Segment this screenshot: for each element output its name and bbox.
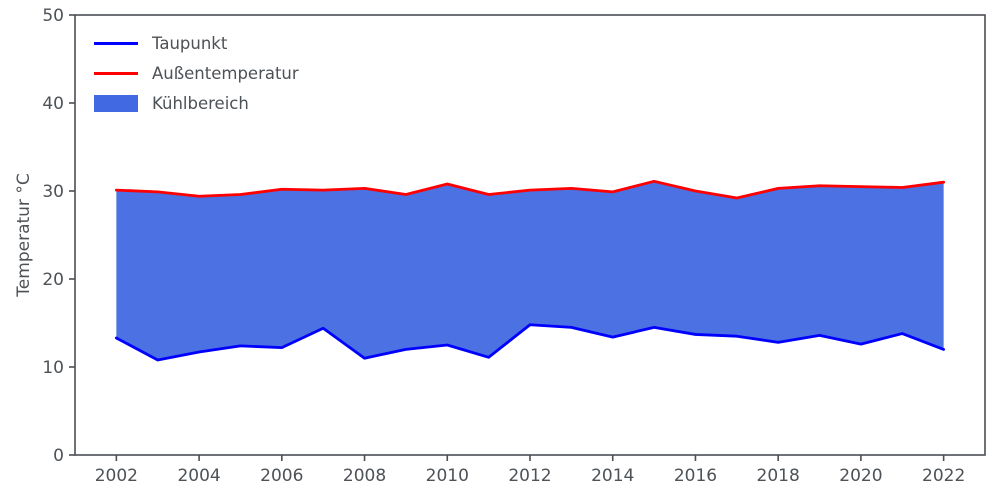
legend-label-taupunkt: Taupunkt — [152, 34, 228, 53]
legend-item-taupunkt: Taupunkt — [94, 34, 299, 53]
x-tick-label: 2022 — [922, 466, 965, 486]
legend: Taupunkt Außentemperatur Kühlbereich — [94, 34, 299, 113]
y-tick-label: 20 — [42, 270, 64, 290]
legend-item-aussentemperatur: Außentemperatur — [94, 64, 299, 83]
y-tick-label: 50 — [42, 6, 64, 26]
x-tick-label: 2004 — [177, 466, 220, 486]
y-tick-label: 10 — [42, 358, 64, 378]
y-tick-label: 40 — [42, 94, 64, 114]
y-tick-label: 30 — [42, 182, 64, 202]
x-tick-label: 2008 — [343, 466, 386, 486]
x-tick-label: 2002 — [95, 466, 138, 486]
x-tick-label: 2012 — [508, 466, 551, 486]
x-tick-label: 2018 — [757, 466, 800, 486]
kuehlbereich-area — [116, 181, 944, 360]
y-axis-label: Temperatur °C — [14, 173, 34, 297]
legend-label-kuehlbereich: Kühlbereich — [152, 94, 249, 113]
taupunkt-line — [114, 323, 946, 362]
x-tick-label: 2016 — [674, 466, 717, 486]
legend-label-aussentemperatur: Außentemperatur — [152, 64, 299, 83]
aussentemperatur-line — [114, 179, 946, 200]
aussentemperatur-line-swatch — [94, 72, 138, 75]
x-tick-label: 2014 — [591, 466, 634, 486]
legend-item-kuehlbereich: Kühlbereich — [94, 94, 299, 113]
y-tick-label: 0 — [53, 446, 64, 466]
taupunkt-line-swatch — [94, 42, 138, 45]
x-tick-label: 2020 — [839, 466, 882, 486]
kuehlbereich-fill-swatch — [94, 95, 138, 112]
x-tick-label: 2006 — [260, 466, 303, 486]
x-tick-label: 2010 — [426, 466, 469, 486]
